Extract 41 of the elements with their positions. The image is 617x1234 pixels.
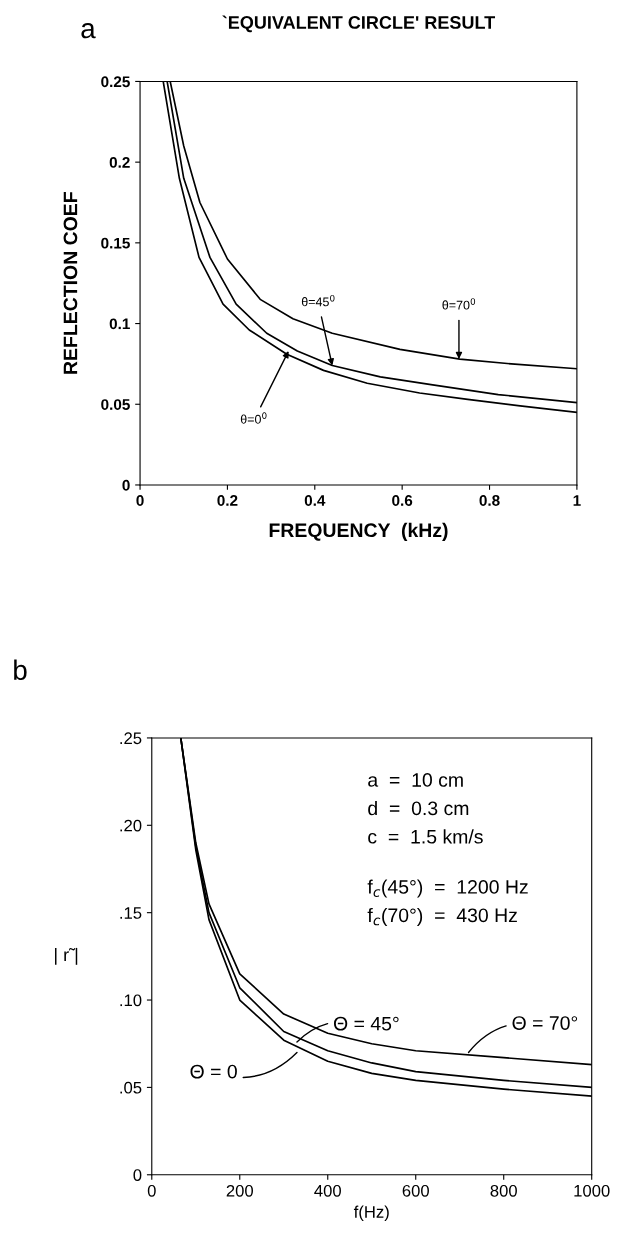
x-tick-label: 0.2 (217, 495, 238, 506)
x-tick-label: 600 (402, 1184, 429, 1197)
y-tick-label: .15 (120, 907, 142, 919)
y-axis-title: | r̃ | (55, 947, 78, 965)
annotation: f$_{c}$(45°) = 1200 Hz (367, 879, 528, 898)
x-axis-title: FREQUENCY (kHz) (269, 522, 448, 541)
y-tick-label: 0.2 (109, 157, 130, 168)
y-tick-label: .20 (120, 819, 142, 832)
annotation: a = 10 cm (368, 773, 463, 787)
x-tick-label: 1 (573, 495, 581, 506)
annotation: c = 1.5 km/s (368, 829, 483, 844)
text: a (81, 23, 96, 39)
annotation: θ=45$^{0}$ (301, 294, 335, 307)
y-tick-label: 0.15 (101, 237, 130, 249)
y-tick-label: 0.25 (101, 76, 130, 88)
annotation: θ=0$^{0}$ (240, 412, 267, 424)
x-tick-label: 0.8 (479, 495, 500, 506)
x-tick-label: 1000 (574, 1184, 610, 1197)
y-tick-label: 0.1 (109, 318, 130, 330)
annotation: Θ = 0 (190, 1064, 237, 1079)
annotation: θ=70$^{0}$ (442, 298, 476, 310)
y-tick-label: .05 (120, 1081, 142, 1094)
x-tick-label: 200 (226, 1184, 254, 1197)
y-tick-label: .25 (120, 732, 142, 745)
annotation: d = 0.3 cm (368, 800, 469, 816)
text: b (14, 659, 27, 680)
x-tick-label: 0 (147, 1184, 156, 1197)
y-tick-label: 0 (122, 479, 130, 491)
annotation: f$_{c}$(70°) = 430 Hz (367, 907, 517, 927)
y-tick-label: 0 (133, 1169, 142, 1181)
annotation: Θ = 70° (512, 1016, 578, 1030)
annotation: Θ = 45° (333, 1016, 399, 1031)
y-tick-label: .10 (120, 994, 142, 1007)
x-axis-title: f(Hz) (353, 1205, 389, 1222)
x-tick-label: 0.4 (304, 495, 326, 506)
y-tick-label: 0.05 (101, 399, 130, 410)
x-tick-label: 400 (314, 1184, 341, 1197)
x-tick-label: 0.6 (392, 495, 413, 506)
chart-title: `EQUIVALENT CIRCLE' RESULT (222, 15, 496, 33)
x-tick-label: 800 (490, 1184, 517, 1197)
y-axis-title: REFLECTION COEF (63, 192, 78, 374)
